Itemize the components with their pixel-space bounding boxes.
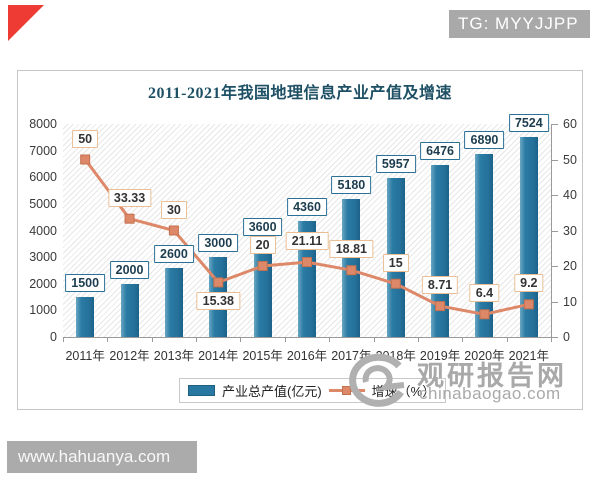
y-axis-right-tick (551, 124, 558, 125)
watermark-logo-icon (349, 353, 405, 407)
x-axis-tick (151, 338, 153, 342)
bar-value-label: 5180 (331, 176, 372, 195)
bar-value-label: 1500 (65, 274, 106, 293)
y-axis-right-tick-label: 0 (563, 330, 570, 344)
bar-value-label: 4360 (287, 197, 327, 216)
x-axis-tick (329, 338, 331, 342)
x-axis-tick (462, 338, 464, 342)
x-axis-tick-label: 2013年 (153, 349, 195, 363)
x-axis-tick (373, 338, 375, 342)
tg-watermark-badge: TG: MYYJJPP (449, 10, 590, 38)
y-axis-left-tick-label: 4000 (29, 223, 57, 238)
line-value-label: 33.33 (107, 188, 152, 207)
y-axis-right-tick-label: 10 (563, 294, 577, 309)
y-axis-left-tick-label: 7000 (29, 143, 57, 158)
x-axis-tick (63, 338, 64, 342)
x-axis-tick (417, 338, 419, 342)
x-axis-tick (506, 338, 508, 342)
x-axis-tick-label: 2015年 (242, 349, 283, 363)
plot-area: 1500 2000 2600 3000 3600 4360 5180 5957 6476 6890… (63, 113, 551, 337)
y-axis-left-tick-label: 1000 (29, 303, 57, 318)
line-value-label: 21.11 (285, 232, 329, 251)
x-axis-tick-label: 2019年 (419, 349, 461, 363)
watermark-brand: 观研报告网 (417, 361, 567, 391)
x-axis-tick-label: 2012年 (109, 349, 150, 363)
y-axis-left-tick-label: 3000 (29, 250, 57, 265)
legend-bar-swatch (188, 385, 215, 396)
y-axis-right-tick (551, 195, 558, 196)
bar-value-label: 2000 (109, 260, 150, 279)
bar-value-label: 6890 (464, 130, 505, 149)
y-axis-right-tick (551, 159, 558, 161)
line-value-label: 15 (382, 253, 409, 272)
y-axis-left-tick-label: 2000 (29, 276, 57, 291)
y-axis-right-tick-label: 40 (563, 188, 577, 202)
x-axis-tick-label: 2011年 (65, 349, 105, 363)
y-axis-right-tick-label: 50 (563, 152, 577, 167)
legend-bar-label: 产业总产值(亿元) (222, 384, 322, 399)
bar-2013年 (164, 267, 183, 337)
bar-value-label: 2600 (154, 244, 194, 263)
bar-2011年 (76, 297, 95, 337)
chart-title: 2011-2021年我国地理信息产业产值及增速 (148, 85, 452, 102)
x-axis-tick-label: 2020年 (464, 349, 505, 363)
x-axis-tick-label: 2021年 (508, 349, 549, 363)
x-axis-tick (551, 338, 552, 342)
line-value-label: 9.2 (514, 274, 544, 293)
chart-panel: 2011-2021年我国地理信息产业产值及增速 1500 2000 2600 3000… (17, 70, 583, 410)
x-axis-tick-label: 2016年 (286, 349, 328, 363)
bar-value-label: 7524 (508, 113, 549, 132)
y-axis-right-tick (551, 230, 558, 232)
y-axis-right-tick (551, 301, 558, 303)
line-value-label: 8.71 (421, 276, 459, 295)
x-axis-tick (284, 338, 286, 342)
legend-line-swatch (328, 386, 365, 396)
bar-2012年 (120, 283, 139, 337)
line-value-label: 30 (160, 200, 187, 219)
growth-line (80, 154, 534, 320)
y-axis-right-tick-label: 20 (563, 259, 577, 273)
x-axis-tick (240, 338, 242, 342)
line-value-label: 18.81 (329, 240, 373, 259)
line-value-label: 15.38 (196, 292, 240, 311)
y-axis-right-tick-label: 60 (563, 117, 577, 131)
red-corner-triangle-icon (8, 5, 44, 41)
y-axis-right-tick-label: 30 (563, 223, 577, 238)
x-axis-tick (196, 338, 198, 342)
bar-value-label: 3000 (198, 234, 239, 253)
y-axis-left-tick-label: 8000 (29, 117, 57, 131)
y-axis-right-tick (551, 266, 558, 267)
watermark-domain: chinabaogao.com (419, 384, 561, 403)
site-url-bar: www.hahuanya.com (7, 441, 197, 473)
x-axis-tick (107, 338, 109, 342)
y-axis-left-tick-label: 0 (50, 330, 57, 344)
y-axis-left-tick-label: 5000 (29, 196, 57, 211)
line-value-label: 20 (249, 236, 276, 254)
bar-value-label: 6476 (420, 141, 460, 160)
x-axis-tick-label: 2014年 (198, 349, 239, 363)
bar-value-label: 5957 (375, 155, 416, 174)
y-axis-right-tick (551, 337, 558, 338)
legend-line-marker (341, 386, 351, 395)
y-axis-left-tick-label: 6000 (29, 170, 57, 185)
x-axis-line (63, 337, 552, 338)
bar-value-label: 3600 (242, 218, 283, 237)
line-value-label: 6.4 (469, 284, 500, 303)
line-value-label: 50 (72, 129, 99, 148)
